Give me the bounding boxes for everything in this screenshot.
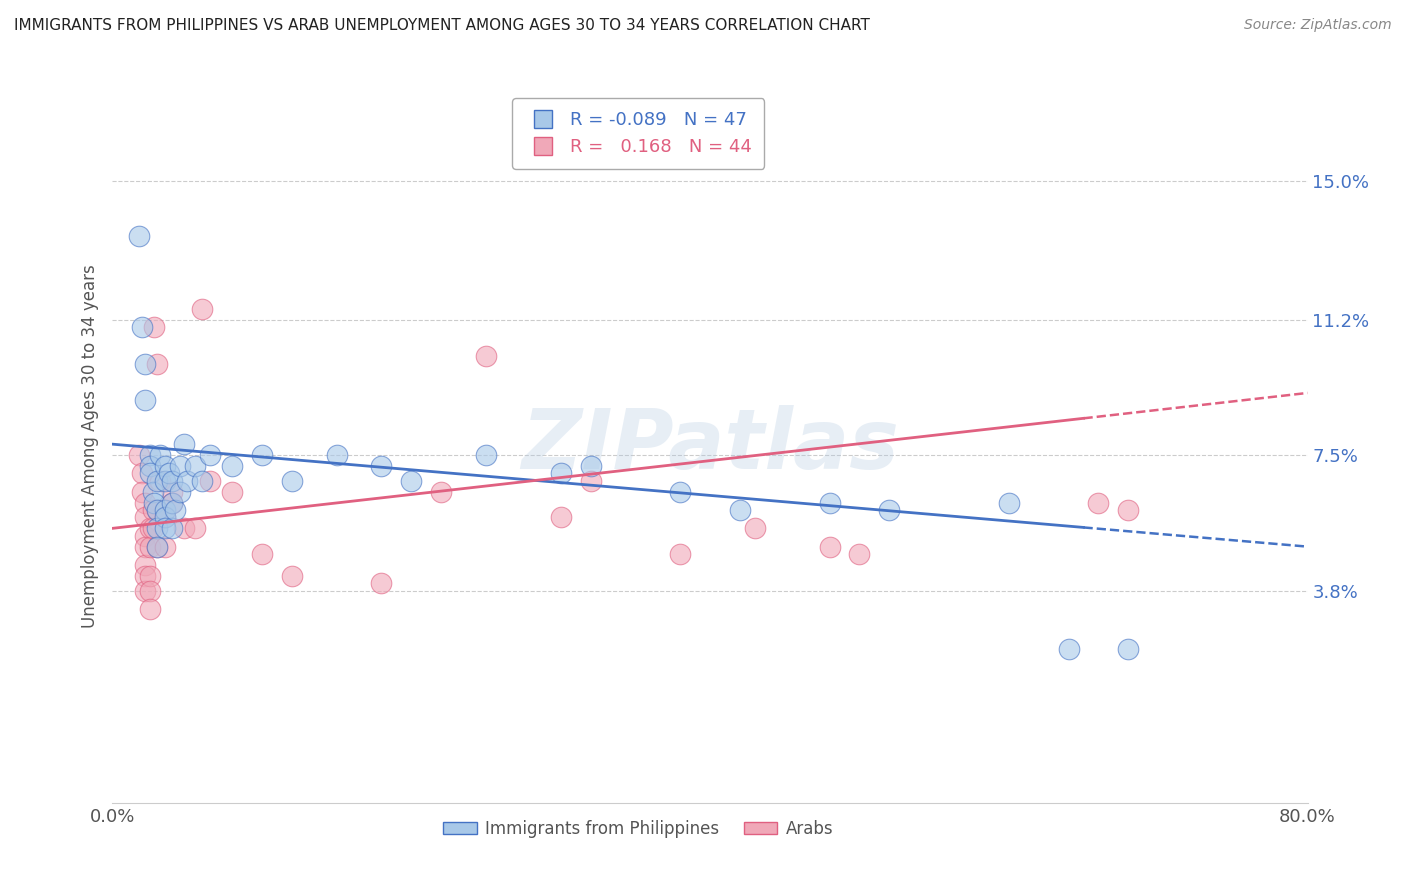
Point: [998, 496, 1021, 510]
Point: [134, 569, 156, 583]
Point: [139, 569, 162, 583]
Point: [1118, 642, 1140, 657]
Point: [134, 540, 156, 554]
Point: [191, 474, 214, 488]
Point: [550, 467, 572, 481]
Point: [149, 474, 172, 488]
Point: [131, 320, 153, 334]
Point: [139, 459, 162, 474]
Point: [579, 474, 602, 488]
Point: [183, 459, 205, 474]
Point: [134, 510, 156, 524]
Point: [162, 496, 183, 510]
Point: [475, 349, 498, 363]
Point: [475, 448, 498, 462]
Point: [139, 602, 162, 616]
Point: [744, 521, 766, 535]
Point: [128, 228, 150, 243]
Point: [173, 521, 195, 535]
Point: [146, 503, 169, 517]
Point: [183, 521, 205, 535]
Point: [198, 448, 221, 462]
Point: [146, 357, 169, 371]
Text: ZIPatlas: ZIPatlas: [522, 406, 898, 486]
Point: [134, 357, 156, 371]
Point: [191, 301, 214, 316]
Point: [153, 510, 176, 524]
Point: [728, 503, 751, 517]
Point: [131, 484, 153, 499]
Point: [162, 496, 183, 510]
Point: [149, 448, 172, 462]
Point: [146, 540, 169, 554]
Point: [134, 393, 156, 408]
Point: [1057, 642, 1080, 657]
Point: [143, 320, 166, 334]
Point: [139, 583, 162, 598]
Point: [131, 467, 153, 481]
Point: [153, 503, 176, 517]
Point: [221, 459, 243, 474]
Point: [281, 474, 304, 488]
Text: IMMIGRANTS FROM PHILIPPINES VS ARAB UNEMPLOYMENT AMONG AGES 30 TO 34 YEARS CORRE: IMMIGRANTS FROM PHILIPPINES VS ARAB UNEM…: [14, 18, 870, 33]
Point: [818, 496, 841, 510]
Point: [142, 503, 165, 517]
Point: [162, 484, 183, 499]
Point: [669, 484, 692, 499]
Point: [128, 448, 150, 462]
Point: [139, 540, 162, 554]
Point: [162, 474, 183, 488]
Point: [250, 547, 273, 561]
Point: [153, 510, 176, 524]
Point: [134, 583, 156, 598]
Point: [221, 484, 243, 499]
Point: [146, 540, 169, 554]
Point: [153, 521, 176, 535]
Point: [153, 459, 176, 474]
Point: [134, 496, 156, 510]
Point: [1087, 496, 1109, 510]
Point: [157, 467, 180, 481]
Point: [550, 510, 572, 524]
Point: [146, 503, 169, 517]
Text: Source: ZipAtlas.com: Source: ZipAtlas.com: [1244, 18, 1392, 32]
Point: [146, 521, 169, 535]
Point: [430, 484, 453, 499]
Point: [281, 569, 304, 583]
Point: [370, 459, 392, 474]
Point: [134, 529, 156, 543]
Point: [142, 521, 165, 535]
Point: [153, 474, 176, 488]
Point: [173, 437, 195, 451]
Y-axis label: Unemployment Among Ages 30 to 34 years: Unemployment Among Ages 30 to 34 years: [80, 264, 98, 628]
Point: [139, 448, 162, 462]
Point: [848, 547, 870, 561]
Point: [176, 474, 198, 488]
Point: [879, 503, 901, 517]
Point: [165, 503, 187, 517]
Point: [198, 474, 221, 488]
Point: [143, 496, 166, 510]
Legend: Immigrants from Philippines, Arabs: Immigrants from Philippines, Arabs: [437, 814, 839, 845]
Point: [139, 467, 162, 481]
Point: [153, 540, 176, 554]
Point: [169, 459, 191, 474]
Point: [134, 558, 156, 572]
Point: [325, 448, 347, 462]
Point: [579, 459, 602, 474]
Point: [146, 474, 169, 488]
Point: [669, 547, 692, 561]
Point: [142, 484, 165, 499]
Point: [139, 521, 162, 535]
Point: [370, 576, 392, 591]
Point: [250, 448, 273, 462]
Point: [169, 484, 191, 499]
Point: [162, 521, 183, 535]
Point: [818, 540, 841, 554]
Point: [1118, 503, 1140, 517]
Point: [401, 474, 423, 488]
